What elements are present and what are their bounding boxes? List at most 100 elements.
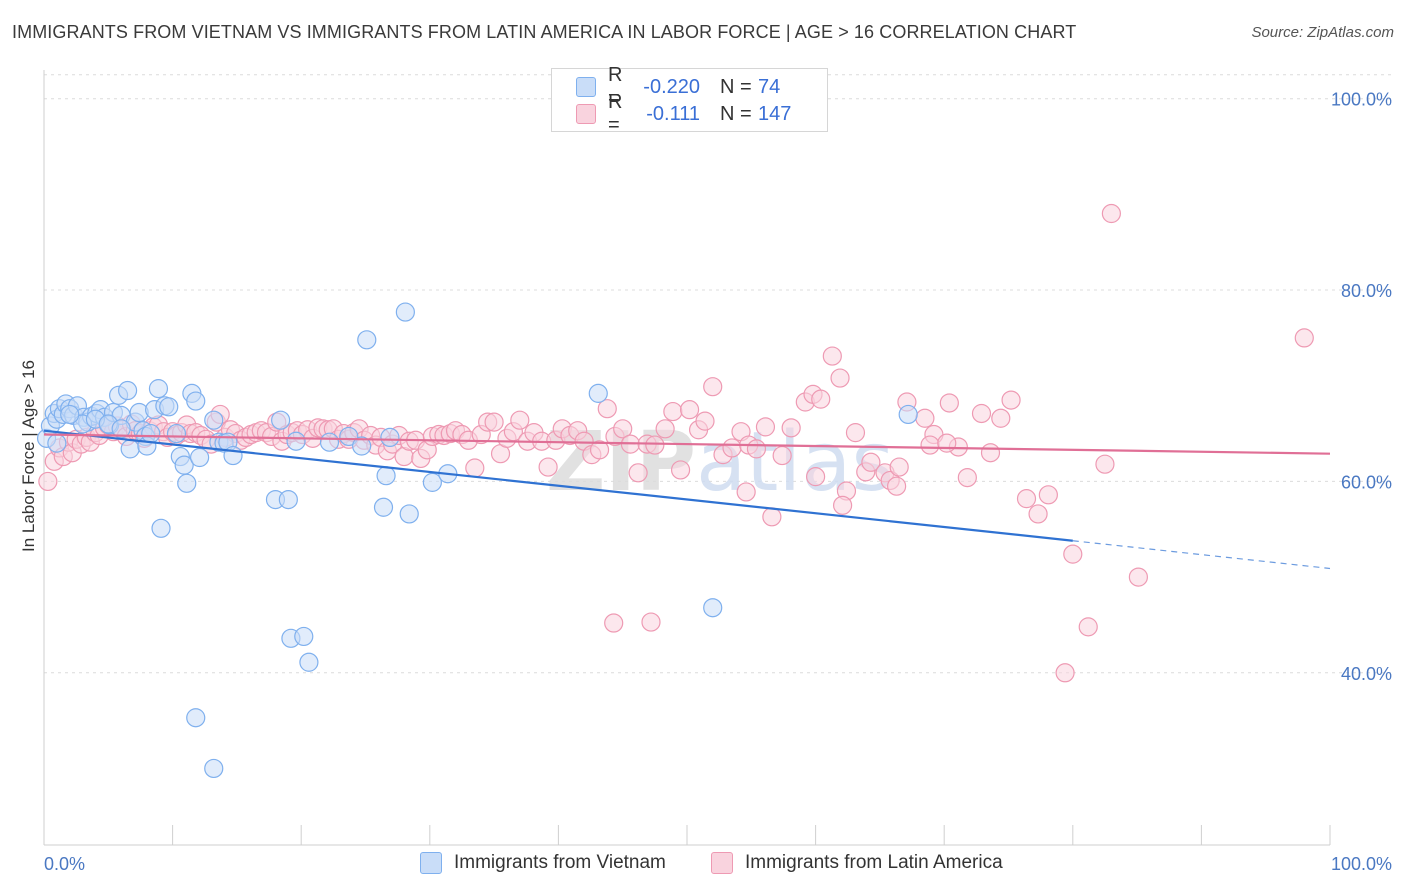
data-point — [380, 427, 400, 448]
data-point — [352, 436, 372, 456]
data-point — [141, 423, 161, 444]
data-point — [939, 393, 959, 413]
data-point — [186, 708, 206, 728]
data-point — [991, 408, 1011, 428]
data-point — [588, 383, 608, 403]
series-label-vietnam: Immigrants from Vietnam — [454, 852, 666, 873]
data-point — [736, 482, 756, 502]
series-label-latin-america: Immigrants from Latin America — [745, 852, 1003, 873]
data-point — [278, 489, 298, 510]
data-point — [465, 458, 485, 478]
axes — [43, 70, 1331, 846]
data-point — [971, 403, 992, 424]
data-point — [898, 404, 918, 425]
tick-labels: 100.0% 80.0% 60.0% 40.0% 0.0% 100.0% — [44, 90, 1392, 874]
data-point — [148, 379, 169, 399]
trend-line — [43, 433, 1331, 455]
y-tick-label: 40.0% — [1341, 664, 1392, 684]
y-tick-label: 80.0% — [1341, 281, 1392, 301]
data-point — [1063, 544, 1083, 564]
data-point — [655, 419, 675, 439]
data-point — [60, 404, 80, 425]
data-point — [319, 432, 340, 452]
data-point — [695, 411, 715, 431]
data-point — [1095, 454, 1115, 474]
data-point — [422, 472, 442, 492]
data-point — [781, 418, 801, 438]
series-legend: Immigrants from Vietnam Immigrants from … — [0, 852, 1406, 878]
data-point — [177, 473, 197, 493]
grid-lines — [44, 74, 1392, 674]
data-point — [830, 368, 850, 388]
y-tick-label: 60.0% — [1341, 472, 1392, 492]
data-point — [1128, 567, 1148, 587]
legend-n-label: N = — [720, 102, 752, 125]
data-point — [47, 433, 67, 453]
data-point — [538, 457, 558, 477]
data-point — [166, 423, 187, 444]
data-point — [811, 389, 831, 409]
legend-row-latin-america: R = -0.111 N = 147 — [576, 91, 798, 136]
data-point — [822, 346, 842, 366]
data-point — [1001, 390, 1021, 410]
data-point — [111, 419, 131, 439]
x-tick-label: 100.0% — [1331, 854, 1392, 874]
data-point — [1038, 485, 1058, 505]
data-point — [204, 410, 224, 430]
data-point — [746, 439, 767, 459]
data-point — [399, 504, 419, 524]
data-point — [376, 466, 396, 486]
data-point — [937, 433, 957, 453]
data-point — [805, 467, 826, 487]
data-point — [159, 397, 179, 417]
x-tick-label: 0.0% — [44, 854, 85, 874]
legend-row-vietnam: R = -0.220 N = 74 — [576, 64, 798, 109]
data-point — [589, 440, 610, 460]
data-point — [762, 507, 782, 527]
series-swatch-latin-america — [711, 852, 733, 874]
data-point — [604, 613, 624, 633]
data-point — [151, 518, 171, 538]
data-point — [597, 399, 617, 419]
legend-n-value: 147 — [758, 102, 792, 125]
data-point — [679, 400, 700, 420]
data-point — [120, 439, 140, 459]
data-point — [920, 435, 940, 455]
series-swatch-vietnam — [420, 852, 442, 874]
legend-r-label: R = — [608, 91, 623, 136]
data-point — [484, 412, 504, 432]
data-point — [957, 467, 977, 488]
data-point — [845, 423, 866, 443]
data-point — [861, 452, 881, 472]
y-tick-label: 100.0% — [1331, 90, 1392, 110]
data-point — [38, 471, 58, 492]
data-point — [395, 302, 415, 322]
y-axis-label: In Labor Force | Age > 16 — [19, 360, 38, 552]
data-point — [357, 330, 377, 350]
data-point — [613, 419, 633, 439]
source-label: Source: ZipAtlas.com — [1251, 24, 1394, 41]
legend-n-label: N = — [720, 75, 752, 98]
legend-r-value: -0.220 — [643, 75, 700, 98]
data-point — [286, 431, 306, 451]
legend-n-value: 74 — [758, 75, 781, 98]
data-point — [1101, 203, 1121, 224]
data-point — [373, 497, 394, 517]
data-point — [887, 476, 907, 496]
data-point — [190, 447, 210, 468]
correlation-legend: R = -0.220 N = 74 R = -0.111 N = 147 — [551, 64, 828, 136]
data-point — [186, 391, 206, 411]
data-point — [339, 426, 359, 447]
legend-swatch-latin-america — [576, 104, 596, 124]
data-point — [703, 377, 723, 397]
data-point — [204, 758, 224, 779]
chart-title: IMMIGRANTS FROM VIETNAM VS IMMIGRANTS FR… — [12, 22, 1077, 42]
data-point — [833, 495, 853, 515]
data-point — [641, 612, 661, 632]
data-point — [1055, 663, 1075, 683]
series-legend-latin-america: Immigrants from Latin America — [711, 852, 1003, 874]
data-point — [645, 435, 665, 455]
data-point — [663, 401, 683, 422]
data-point — [915, 408, 935, 428]
